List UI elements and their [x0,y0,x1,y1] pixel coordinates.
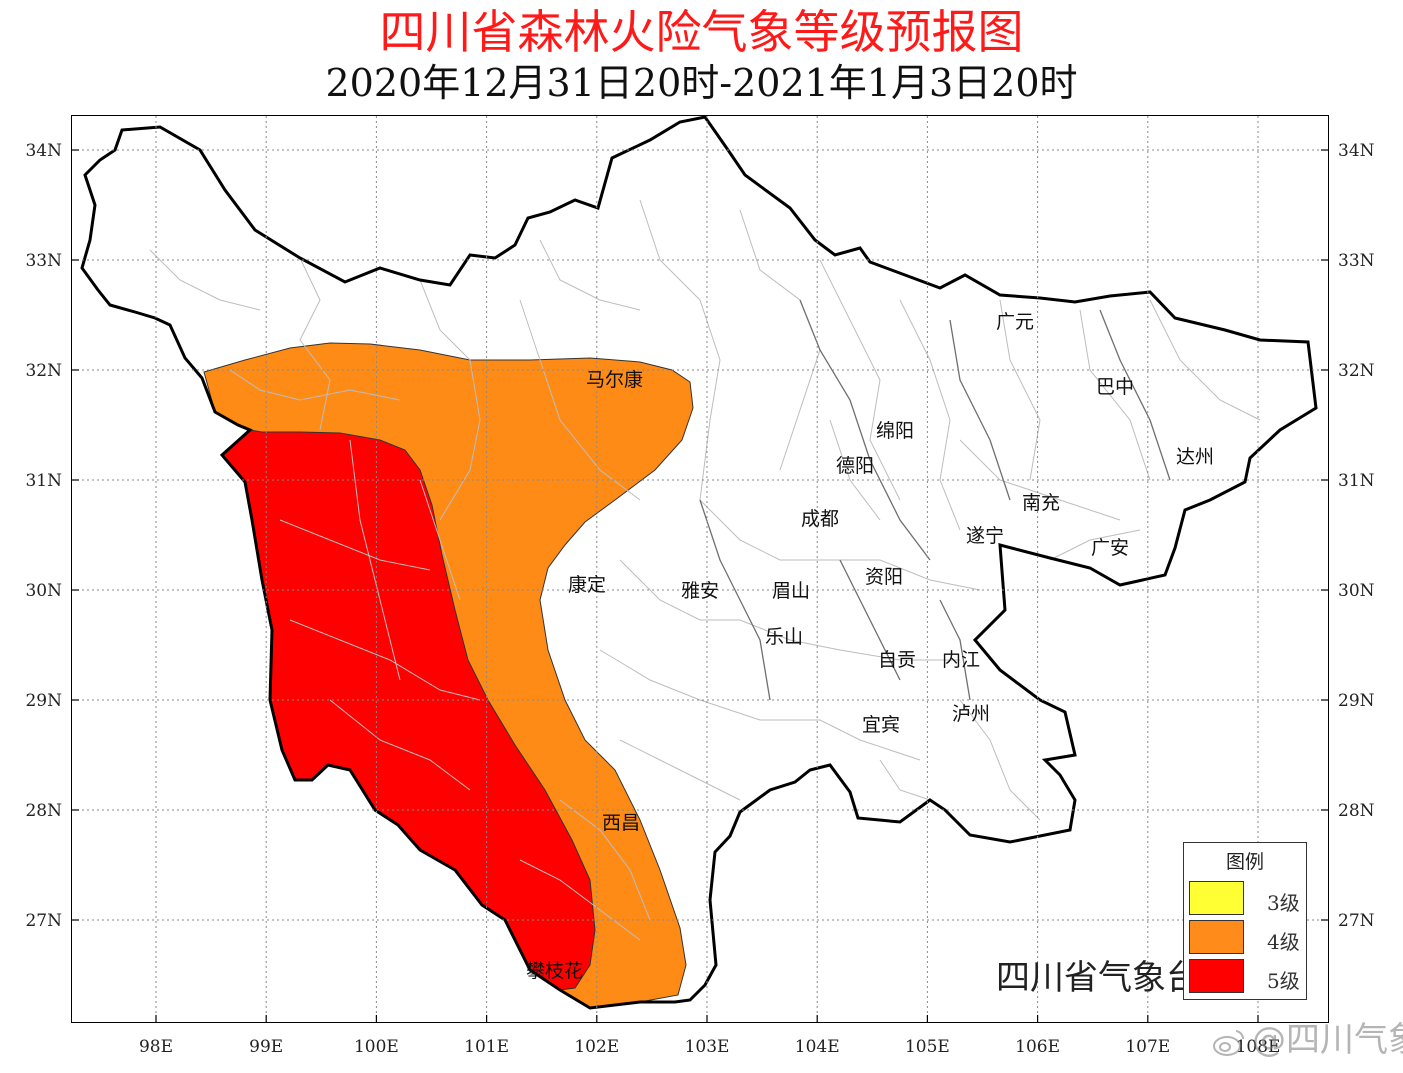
lon-tick-label: 100E [354,1037,399,1057]
legend-item-level3: 3级 [1189,881,1301,917]
city-label: 攀枝花 [526,960,583,982]
city-labels: 马尔康 广元 巴中 绵阳 德阳 达州 南充 成都 遂宁 广安 康定 雅安 眉山 … [526,311,1214,982]
city-label: 绵阳 [876,420,914,442]
city-label: 康定 [568,574,606,596]
lat-tick-label-left: 34N [25,141,62,161]
lon-tick-label: 99E [249,1037,283,1057]
lon-tick-label: 106E [1015,1037,1060,1057]
lat-tick-label-right: 32N [1338,361,1375,381]
province-border [80,115,1318,1010]
map-subtitle-period: 2020年12月31日20时-2021年1月3日20时 [325,61,1078,105]
legend-label: 5级 [1267,969,1300,993]
lon-tick-label: 98E [139,1037,173,1057]
city-label: 眉山 [772,580,810,602]
city-label: 达州 [1176,446,1214,468]
lon-tick-label: 104E [795,1037,840,1057]
city-label: 内江 [942,649,980,671]
city-label: 宜宾 [862,714,900,736]
city-label: 广安 [1091,537,1129,559]
legend-swatch-level4 [1189,920,1244,954]
legend-title: 图例 [1225,851,1264,873]
city-label: 资阳 [865,566,903,588]
lon-tick-label: 102E [574,1037,619,1057]
weibo-watermark: @四川气象 [1212,1018,1403,1062]
lat-tick-label-left: 29N [25,691,62,711]
weibo-icon [1213,1029,1245,1056]
lat-tick-label-left: 30N [25,581,62,601]
lat-tick-label-right: 29N [1338,691,1375,711]
lat-tick-label-right: 33N [1338,251,1375,271]
watermark-text: @四川气象 [1252,1020,1403,1060]
lon-tick-label: 105E [905,1037,950,1057]
legend-label: 4级 [1267,930,1300,954]
city-boundaries [699,299,1171,701]
legend-swatch-level3 [1189,881,1244,915]
lon-tick-label: 103E [685,1037,730,1057]
lat-tick-label-left: 28N [25,801,62,821]
city-label: 成都 [801,508,839,530]
legend-item-level4: 4级 [1189,920,1301,956]
city-label: 德阳 [836,455,874,477]
city-label: 南充 [1022,492,1060,514]
city-label: 乐山 [765,626,803,648]
city-label: 泸州 [952,703,990,725]
lat-tick-label-right: 34N [1338,141,1375,161]
lat-tick-label-right: 28N [1338,801,1375,821]
legend-box: 图例 3级 4级 5级 [1183,842,1307,1000]
county-boundaries [149,199,1261,941]
lat-tick-label-right: 31N [1338,471,1375,491]
legend-swatch-level5 [1189,959,1244,993]
lat-tick-label-left: 32N [25,361,62,381]
legend-item-level5: 5级 [1189,959,1301,995]
city-label: 雅安 [681,580,719,602]
lat-tick-label-right: 27N [1338,911,1375,931]
city-label: 遂宁 [966,525,1004,547]
lat-tick-label-left: 27N [25,911,62,931]
city-label: 马尔康 [586,369,643,391]
city-label: 自贡 [878,649,916,671]
legend-label: 3级 [1267,891,1300,915]
lon-tick-label: 107E [1125,1037,1170,1057]
lat-tick-label-left: 33N [25,251,62,271]
lon-tick-label: 101E [464,1037,509,1057]
map-title: 四川省森林火险气象等级预报图 [379,5,1024,59]
axis-ticks: 98E 99E 100E 101E 102E 103E 104E 105E 106E 107E 10… [25,141,1374,1057]
lon-tick-label: 108E [1236,1037,1281,1057]
city-label: 西昌 [602,812,640,834]
city-label: 广元 [996,311,1034,333]
lat-tick-label-right: 30N [1338,581,1375,601]
city-label: 巴中 [1096,376,1134,398]
lat-tick-label-left: 31N [25,471,62,491]
